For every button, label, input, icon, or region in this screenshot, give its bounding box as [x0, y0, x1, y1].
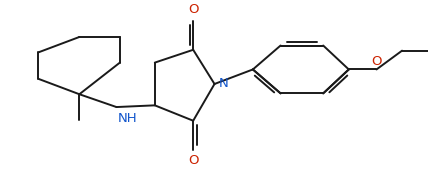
- Text: O: O: [188, 3, 199, 17]
- Text: N: N: [219, 77, 229, 90]
- Text: O: O: [188, 154, 199, 167]
- Text: NH: NH: [118, 112, 138, 125]
- Text: O: O: [371, 55, 382, 68]
